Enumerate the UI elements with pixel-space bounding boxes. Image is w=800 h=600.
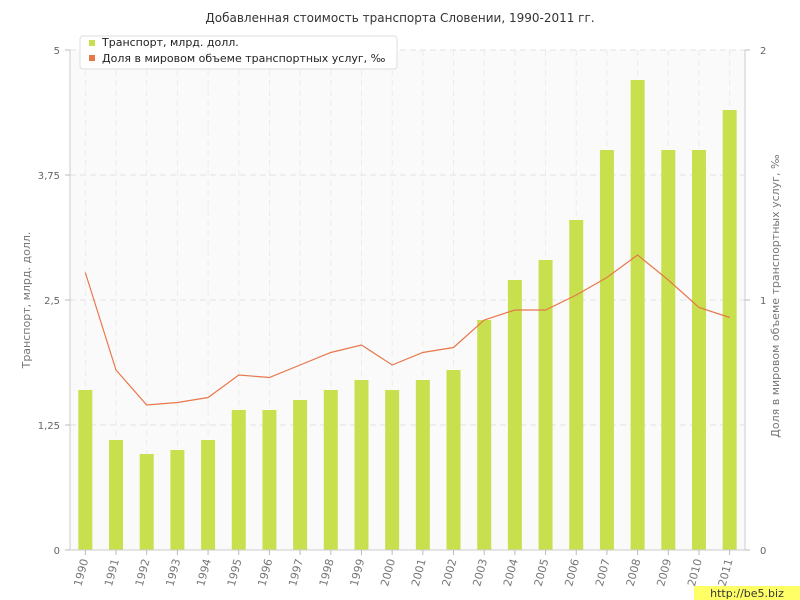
legend-label-bar: Транспорт, млрд. долл. bbox=[101, 36, 239, 49]
x-tick-label: 2008 bbox=[624, 557, 644, 587]
bar bbox=[630, 80, 645, 550]
x-tick-label: 2009 bbox=[654, 557, 674, 587]
bar bbox=[477, 320, 492, 550]
chart-title: Добавленная стоимость транспорта Словени… bbox=[205, 11, 594, 25]
bar bbox=[78, 390, 93, 550]
y-tick-label: 3,75 bbox=[38, 171, 60, 182]
y-axis-title: Транспорт, млрд. долл. bbox=[20, 232, 33, 370]
bar bbox=[599, 150, 614, 550]
bar bbox=[507, 280, 522, 550]
x-tick-label: 1997 bbox=[286, 557, 306, 587]
bar bbox=[323, 390, 338, 550]
y-tick-label: 0 bbox=[54, 546, 60, 557]
x-tick-label: 2005 bbox=[532, 557, 552, 587]
x-tick-label: 1998 bbox=[317, 557, 337, 587]
legend-swatch-line bbox=[89, 55, 95, 61]
x-tick-label: 1991 bbox=[102, 557, 122, 587]
legend: Транспорт, млрд. долл. Доля в мировом об… bbox=[79, 35, 398, 70]
watermark-text: http://be5.biz bbox=[710, 587, 784, 600]
bar bbox=[354, 380, 369, 550]
x-tick-label: 2003 bbox=[470, 557, 490, 587]
bar bbox=[170, 450, 185, 550]
x-tick-label: 2002 bbox=[440, 557, 460, 587]
x-tick-label: 2011 bbox=[716, 557, 736, 587]
y-tick-label: 1,25 bbox=[38, 421, 60, 432]
x-tick-label: 2001 bbox=[409, 557, 429, 587]
y2-tick-label: 0 bbox=[760, 546, 766, 557]
x-tick-label: 2006 bbox=[562, 557, 582, 587]
bar bbox=[538, 260, 553, 550]
y2-tick-label: 1 bbox=[760, 296, 766, 307]
y-tick-label: 5 bbox=[54, 46, 60, 57]
x-tick-label: 2007 bbox=[593, 557, 613, 587]
x-tick-label: 2010 bbox=[685, 557, 705, 587]
line-series bbox=[84, 254, 730, 406]
bar bbox=[415, 380, 430, 550]
bar bbox=[722, 110, 737, 550]
y2-tick-label: 2 bbox=[760, 46, 766, 57]
watermark: http://be5.biz bbox=[694, 586, 800, 600]
bars bbox=[78, 80, 737, 550]
x-tick-label: 2000 bbox=[378, 557, 398, 587]
y2-axis-ticks: 0 1 2 bbox=[745, 46, 766, 557]
y-tick-label: 2,5 bbox=[44, 296, 60, 307]
bar bbox=[231, 410, 246, 550]
legend-swatch-bar bbox=[89, 40, 95, 46]
bar bbox=[385, 390, 400, 550]
bar bbox=[109, 440, 124, 550]
legend-box bbox=[79, 35, 398, 70]
x-tick-label: 1990 bbox=[71, 557, 91, 587]
bar bbox=[139, 454, 154, 550]
y-axis-ticks: 0 1,25 2,5 3,75 5 bbox=[38, 46, 70, 557]
bar bbox=[691, 150, 706, 550]
bar bbox=[262, 410, 277, 550]
bar bbox=[293, 400, 308, 550]
legend-label-line: Доля в мировом объеме транспортных услуг… bbox=[102, 52, 386, 65]
bar bbox=[569, 220, 584, 550]
bar bbox=[661, 150, 676, 550]
x-tick-label: 1993 bbox=[163, 557, 183, 587]
y2-axis-title: Доля в мировом объеме транспортных услуг… bbox=[769, 154, 782, 438]
share-line bbox=[84, 254, 730, 406]
x-tick-label: 2004 bbox=[501, 557, 521, 587]
bar bbox=[201, 440, 216, 550]
x-axis-ticks: 1990 1991 1992 1993 1994 1995 1996 1997 1998 1999… bbox=[71, 550, 736, 588]
bar bbox=[446, 370, 461, 550]
x-tick-label: 1995 bbox=[225, 557, 245, 587]
x-tick-label: 1994 bbox=[194, 557, 214, 587]
x-tick-label: 1996 bbox=[256, 557, 276, 587]
x-tick-label: 1999 bbox=[348, 557, 368, 587]
x-tick-label: 1992 bbox=[133, 557, 153, 587]
